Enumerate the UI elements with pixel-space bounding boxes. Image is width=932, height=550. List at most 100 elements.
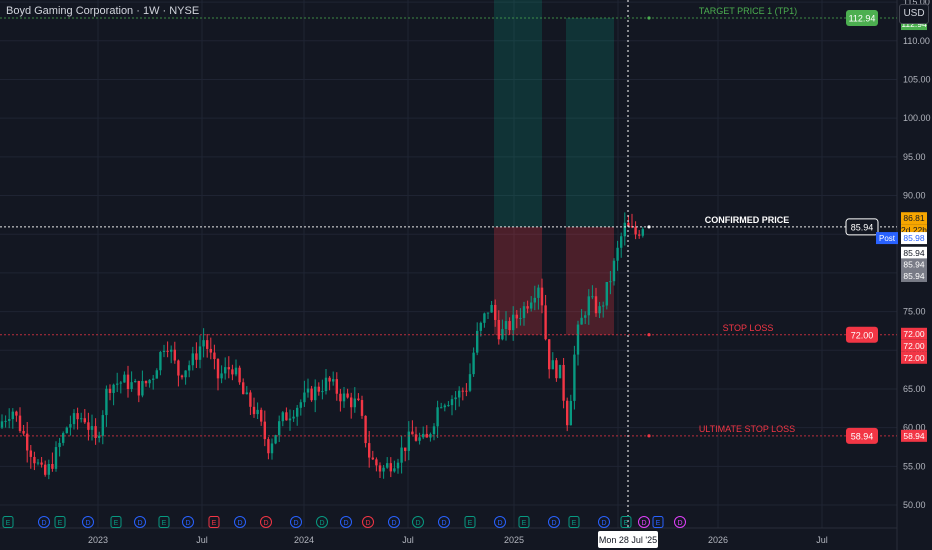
y-tick-label: 110.00 bbox=[903, 36, 930, 46]
candle-body bbox=[263, 421, 266, 440]
event-dividend-icon bbox=[438, 516, 450, 528]
candle-body bbox=[162, 350, 166, 353]
event-dividend-label: D bbox=[641, 520, 646, 527]
candle-body bbox=[501, 329, 504, 340]
candle-body bbox=[328, 377, 331, 382]
post-badge bbox=[876, 232, 898, 245]
event-earnings-label: E bbox=[468, 520, 473, 527]
level-value-tag bbox=[846, 10, 878, 27]
candle-body bbox=[576, 324, 580, 355]
candle-body bbox=[72, 413, 76, 425]
y-tick-label: 105.00 bbox=[903, 74, 931, 84]
candle-body bbox=[252, 406, 256, 415]
candle-body bbox=[508, 321, 511, 331]
level-anchor bbox=[647, 434, 651, 438]
candle-body bbox=[126, 374, 130, 390]
event-dividend-label: D bbox=[85, 520, 90, 527]
candle-body bbox=[407, 431, 410, 451]
candle-body bbox=[209, 348, 212, 353]
loss-zone bbox=[494, 226, 542, 335]
candle-body bbox=[602, 305, 605, 307]
candle-body bbox=[292, 416, 295, 419]
level-name-label: ULTIMATE STOP LOSS bbox=[699, 424, 795, 434]
candle-body bbox=[346, 393, 349, 398]
candle-body bbox=[26, 433, 29, 451]
candle-body bbox=[566, 400, 569, 426]
candle-body bbox=[22, 430, 25, 434]
candle-body bbox=[472, 352, 475, 375]
candle-body bbox=[278, 421, 281, 436]
candle-body bbox=[123, 374, 126, 383]
stop-axis-tag-label: 72.00 bbox=[903, 353, 925, 363]
candle-body bbox=[105, 388, 108, 416]
y-tick-label: 115.00 bbox=[903, 0, 930, 7]
candle-body bbox=[580, 317, 583, 325]
candle-body bbox=[609, 281, 612, 283]
event-dividend-icon bbox=[316, 516, 328, 528]
candle-body bbox=[641, 229, 644, 236]
candle-body bbox=[270, 443, 274, 454]
candle-body bbox=[587, 296, 590, 316]
level-anchor bbox=[647, 16, 651, 20]
stop-axis-tag bbox=[901, 327, 927, 340]
candle-body bbox=[526, 306, 529, 309]
post-price-tag-label: 85.98 bbox=[903, 233, 925, 243]
candle-body bbox=[335, 379, 338, 394]
candle-body bbox=[306, 388, 310, 393]
stop-axis-tag-label: 72.00 bbox=[903, 329, 925, 339]
candle-body bbox=[378, 465, 382, 472]
countdown-tag-label: 2d 22h bbox=[901, 225, 927, 235]
candle-body bbox=[90, 426, 94, 430]
event-dividend-icon bbox=[598, 516, 610, 528]
candle-body bbox=[159, 352, 162, 371]
candle-body bbox=[382, 467, 385, 472]
crosshair-date-label: Mon 28 Jul '25 bbox=[599, 535, 657, 545]
event-earnings-icon bbox=[568, 516, 580, 528]
candle-body bbox=[134, 380, 137, 383]
event-dividend-icon bbox=[182, 516, 194, 528]
event-earnings-label: E bbox=[114, 520, 119, 527]
last-price-tag-label: 86.81 bbox=[903, 213, 925, 223]
candle-body bbox=[76, 413, 79, 420]
event-dividend-label: D bbox=[41, 520, 46, 527]
event-dividend-label: D bbox=[497, 520, 502, 527]
event-earnings-label: E bbox=[656, 520, 661, 527]
candle-body bbox=[386, 463, 389, 468]
candle-body bbox=[436, 407, 439, 427]
candle-body bbox=[429, 434, 432, 438]
event-dividend-icon bbox=[340, 516, 352, 528]
candle-body bbox=[238, 367, 241, 383]
event-dividend-label: D bbox=[677, 520, 682, 527]
post-price-tag bbox=[901, 232, 927, 245]
candle-body bbox=[530, 302, 533, 309]
confirmed-axis-tag bbox=[901, 246, 927, 259]
candle-body bbox=[364, 415, 367, 444]
x-tick-label: Jul bbox=[196, 535, 208, 545]
candle-body bbox=[249, 392, 252, 407]
profit-zone bbox=[494, 0, 542, 227]
event-earnings-label: E bbox=[522, 520, 527, 527]
candle-body bbox=[594, 296, 598, 314]
candle-body bbox=[137, 380, 140, 396]
event-dividend-icon bbox=[494, 516, 506, 528]
tp1-axis-tag-label: 112.94 bbox=[901, 19, 927, 29]
candle-body bbox=[281, 412, 284, 422]
candle-body bbox=[483, 313, 486, 323]
candle-body bbox=[296, 407, 299, 417]
candle-body bbox=[411, 431, 414, 435]
candle-body bbox=[479, 322, 482, 331]
candle-body bbox=[260, 409, 263, 422]
candle-body bbox=[116, 383, 119, 385]
candle-body bbox=[180, 375, 184, 378]
currency-button[interactable]: USD bbox=[899, 4, 929, 24]
candle-body bbox=[130, 382, 133, 390]
candle-body bbox=[540, 287, 544, 306]
candle-body bbox=[357, 398, 360, 401]
event-dividend-label: D bbox=[237, 520, 242, 527]
candle-body bbox=[58, 442, 61, 448]
candle-body bbox=[184, 370, 187, 378]
candle-body bbox=[519, 317, 522, 319]
candle-body bbox=[627, 222, 630, 227]
candle-body bbox=[144, 380, 148, 384]
